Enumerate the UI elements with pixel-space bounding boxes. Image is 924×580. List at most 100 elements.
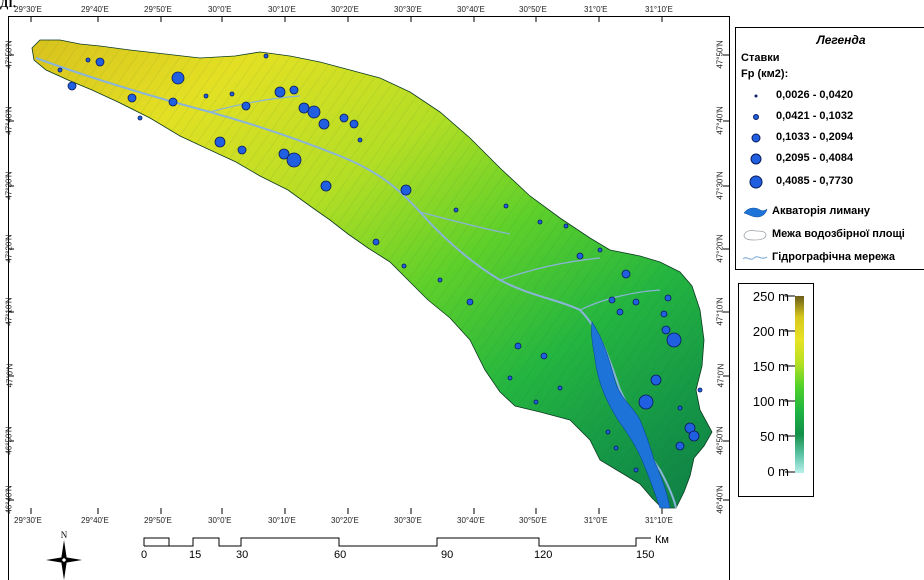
- elevation-label: 200 m: [752, 324, 789, 339]
- legend-panel: Легенда Ставки Fp (км2): 0,0026 - 0,0420…: [735, 27, 924, 270]
- pond-marker: [214, 136, 226, 148]
- legend-row: 0,4085 - 0,7730: [736, 172, 924, 192]
- lon-label-top: 30°20'E: [331, 5, 359, 14]
- legend-row: 0,0421 - 0,1032: [736, 107, 924, 127]
- pond-marker: [621, 269, 631, 279]
- north-letter: N: [61, 530, 68, 540]
- elevation-label: 250 m: [752, 289, 789, 304]
- pond-marker: [278, 148, 290, 160]
- pond-marker: [318, 118, 330, 130]
- pond-marker: [339, 113, 349, 123]
- pond-size-icon: [750, 153, 762, 165]
- lat-label-right: 47°30'N: [715, 171, 725, 200]
- pond-marker: [357, 137, 363, 143]
- scale-label: 0: [141, 549, 148, 561]
- legend-row: 0,1033 - 0,2094: [736, 128, 924, 148]
- pond-marker: [289, 85, 299, 95]
- scale-bar: [143, 537, 651, 547]
- pond-size-icon: [754, 94, 758, 98]
- north-arrow-icon: N: [46, 530, 82, 580]
- legend-subtitle: Fp (км2):: [741, 68, 789, 80]
- pond-marker: [229, 91, 235, 97]
- pond-marker: [616, 308, 624, 316]
- scale-label: 15: [189, 549, 202, 561]
- lon-label-bottom: 29°40'E: [81, 516, 109, 525]
- pond-marker: [320, 180, 332, 192]
- lon-label-bottom: 31°0'E: [584, 516, 608, 525]
- pond-marker: [241, 101, 251, 111]
- elevation-label: 100 m: [752, 394, 789, 409]
- pond-marker: [664, 294, 672, 302]
- lon-label-top: 30°10'E: [268, 5, 296, 14]
- pond-size-icon: [749, 175, 763, 189]
- pond-marker: [298, 102, 310, 114]
- legend-label: 0,2095 - 0,4084: [776, 152, 854, 164]
- watershed-boundary-icon: [743, 230, 767, 241]
- pond-marker: [540, 352, 548, 360]
- lon-label-top: 30°0'E: [208, 5, 232, 14]
- lon-label-bottom: 30°40'E: [457, 516, 485, 525]
- pond-marker: [697, 387, 703, 393]
- lat-label-right: 47°50'N: [715, 40, 725, 69]
- pond-marker: [203, 93, 209, 99]
- elevation-label: 150 m: [752, 359, 789, 374]
- lat-label-right: 47°10'N: [715, 297, 725, 326]
- graticule-ticks: [8, 16, 730, 514]
- lon-label-top: 31°10'E: [645, 5, 673, 14]
- pond-marker: [608, 296, 616, 304]
- pond-marker: [563, 223, 569, 229]
- legend-row: 0,0026 - 0,0420: [736, 86, 924, 106]
- pond-marker: [237, 145, 247, 155]
- pond-marker: [660, 310, 668, 318]
- lat-label-left: 46°40'N: [4, 485, 14, 514]
- legend-label: 0,4085 - 0,7730: [776, 175, 854, 187]
- scale-label: 60: [334, 549, 347, 561]
- header-crop-text: ДІ.: [0, 0, 16, 10]
- estuary-area: [591, 321, 671, 509]
- scale-label: 150: [636, 549, 655, 561]
- pond-marker: [168, 97, 178, 107]
- lon-label-top: 30°40'E: [457, 5, 485, 14]
- pond-marker: [613, 445, 619, 451]
- lat-label-right: 47°0'N: [716, 363, 726, 388]
- lat-label-left: 47°20'N: [4, 234, 14, 263]
- lon-label-bottom: 31°10'E: [645, 516, 673, 525]
- lat-label-right: 46°50'N: [715, 426, 725, 455]
- pond-marker: [274, 86, 286, 98]
- lat-label-left: 47°0'N: [5, 363, 15, 388]
- pond-marker: [503, 203, 509, 209]
- scale-unit: Км: [655, 534, 669, 546]
- watershed-relief: [31, 39, 713, 509]
- pond-marker: [127, 93, 137, 103]
- legend-label: Гідрографічна мережа: [772, 251, 896, 263]
- legend-row: Гідрографічна мережа: [736, 248, 924, 268]
- pond-marker: [507, 375, 513, 381]
- pond-marker: [67, 81, 77, 91]
- pond-size-icon: [751, 133, 761, 143]
- lat-label-right: 47°20'N: [715, 234, 725, 263]
- pond-marker: [576, 252, 584, 260]
- legend-row: Акваторія лиману: [736, 202, 924, 222]
- lat-label-left: 47°30'N: [4, 171, 14, 200]
- river-network-icon: [742, 256, 768, 260]
- legend-subtitle: Ставки: [741, 52, 780, 64]
- pond-marker: [632, 298, 640, 306]
- lon-label-top: 30°30'E: [394, 5, 422, 14]
- pond-marker: [675, 441, 685, 451]
- elevation-label: 50 m: [760, 429, 789, 444]
- ponds-layer: [57, 53, 703, 473]
- lat-label-left: 46°50'N: [4, 426, 14, 455]
- lon-label-top: 31°0'E: [584, 5, 608, 14]
- legend-title: Легенда: [816, 33, 866, 47]
- lon-label-bottom: 30°20'E: [331, 516, 359, 525]
- lon-label-bottom: 30°0'E: [208, 516, 232, 525]
- lon-label-bottom: 29°50'E: [144, 516, 172, 525]
- lon-label-bottom: 30°30'E: [394, 516, 422, 525]
- lat-label-right: 47°40'N: [715, 106, 725, 135]
- pond-marker: [514, 342, 522, 350]
- pond-marker: [666, 332, 682, 348]
- lat-label-left: 47°40'N: [4, 106, 14, 135]
- pond-marker: [557, 385, 563, 391]
- lon-label-bottom: 30°50'E: [519, 516, 547, 525]
